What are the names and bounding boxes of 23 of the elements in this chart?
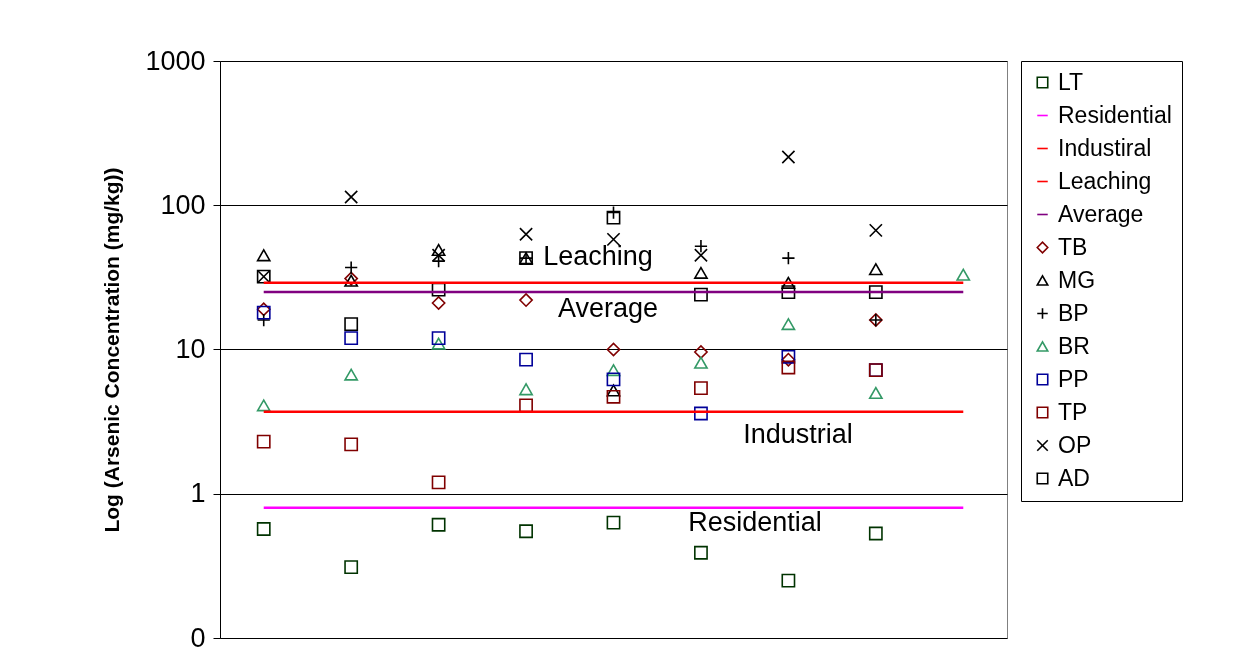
legend-label: Residential [1058, 101, 1172, 128]
legend-label: BR [1058, 332, 1090, 359]
annotation: Industrial [743, 418, 853, 449]
legend-label: PP [1058, 365, 1089, 392]
y-tick-label: 1000 [145, 45, 206, 76]
legend-label: OP [1058, 431, 1092, 458]
legend-label: BP [1058, 299, 1089, 326]
legend-label: AD [1058, 464, 1090, 491]
annotation: Residential [688, 506, 822, 537]
y-axis-title: Log (Arsenic Concentration (mg/kg)) [100, 167, 124, 533]
y-tick-label: 1 [190, 478, 206, 509]
legend-label: TB [1058, 233, 1088, 260]
y-tick-label: 10 [175, 334, 206, 364]
y-tick-label: 100 [160, 189, 206, 220]
legend-label: TP [1058, 398, 1088, 425]
y-tick-label: 0 [190, 622, 206, 653]
legend-label: Industiral [1058, 134, 1152, 161]
legend-label: MG [1058, 266, 1096, 293]
legend-label: Leaching [1058, 167, 1152, 194]
legend-label: LT [1058, 68, 1084, 95]
annotation: Average [557, 293, 659, 324]
legend-label: Average [1058, 200, 1144, 227]
annotation: Leaching [543, 240, 653, 271]
